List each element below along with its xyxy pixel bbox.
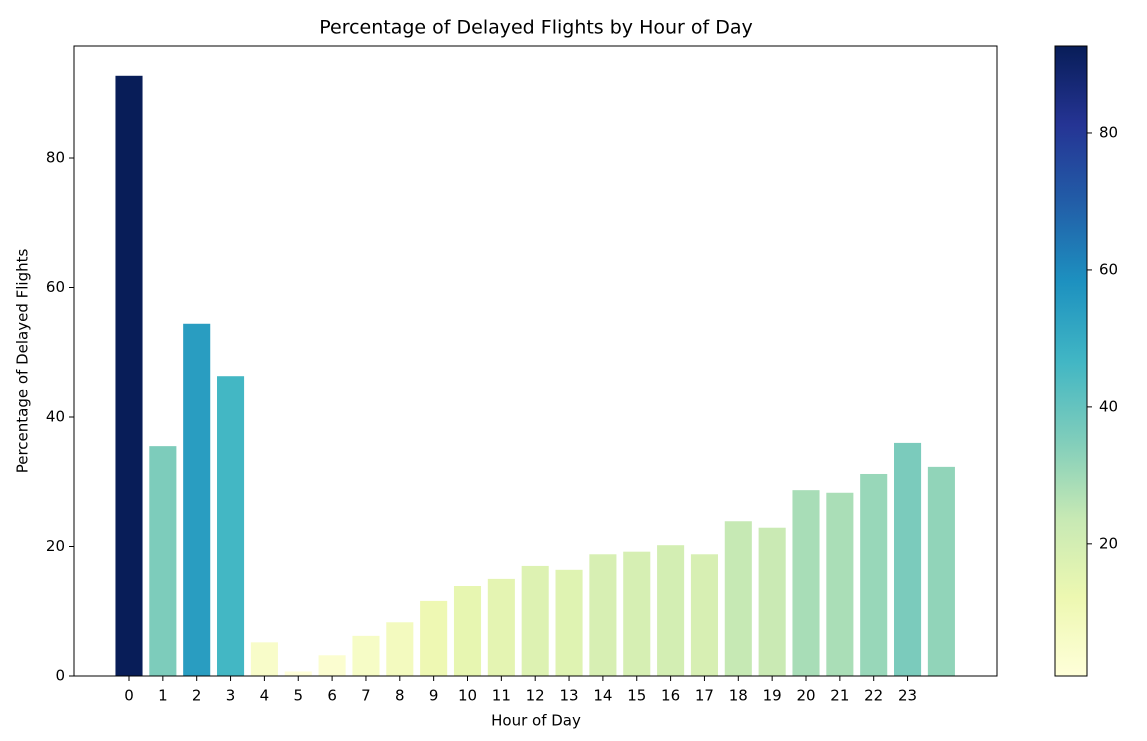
- colorbar-tick-label: 80: [1099, 123, 1118, 141]
- y-tick-label: 60: [46, 278, 65, 296]
- bar: [284, 671, 312, 676]
- x-tick-label: 5: [293, 687, 303, 705]
- x-tick-label: 16: [661, 687, 680, 705]
- bar: [453, 586, 482, 676]
- bar: [420, 600, 448, 676]
- y-tick-label: 20: [46, 537, 65, 555]
- x-tick-label: 18: [729, 687, 748, 705]
- bar: [690, 554, 718, 676]
- y-tick-label: 80: [46, 149, 65, 167]
- x-tick-label: 22: [864, 687, 883, 705]
- bar: [555, 569, 583, 676]
- x-tick-label: 19: [763, 687, 782, 705]
- x-tick-label: 17: [695, 687, 714, 705]
- bar: [386, 622, 414, 676]
- chart-title: Percentage of Delayed Flights by Hour of…: [319, 17, 753, 39]
- bar: [217, 376, 245, 676]
- bar: [521, 565, 549, 676]
- bar: [589, 554, 617, 676]
- bar: [250, 642, 278, 676]
- x-tick-label: 23: [898, 687, 917, 705]
- colorbar-tick-label: 60: [1099, 260, 1118, 278]
- x-tick-label: 20: [796, 687, 815, 705]
- plot-frame: [73, 45, 998, 677]
- bar: [657, 545, 685, 676]
- bar: [318, 655, 346, 676]
- y-tick-label: 0: [55, 667, 65, 685]
- bar: [149, 446, 177, 676]
- x-tick-label: 13: [560, 687, 579, 705]
- x-tick-label: 4: [260, 687, 270, 705]
- x-tick-label: 8: [395, 687, 405, 705]
- colorbar-tick-label: 40: [1099, 397, 1118, 415]
- x-tick-label: 11: [492, 687, 511, 705]
- bar: [860, 473, 888, 676]
- x-tick-label: 10: [458, 687, 477, 705]
- x-tick-label: 2: [192, 687, 202, 705]
- x-tick-label: 21: [830, 687, 849, 705]
- bar: [352, 635, 380, 676]
- bar: [927, 466, 955, 676]
- y-axis-label: Percentage of Delayed Flights: [14, 249, 32, 474]
- bar: [183, 323, 211, 676]
- bar: [724, 521, 752, 676]
- x-tick-label: 9: [429, 687, 439, 705]
- x-tick-label: 15: [627, 687, 646, 705]
- y-tick-label: 40: [46, 408, 65, 426]
- x-tick-label: 1: [158, 687, 168, 705]
- colorbar: [1054, 45, 1088, 677]
- x-tick-label: 6: [327, 687, 337, 705]
- bar: [826, 492, 854, 676]
- bar: [792, 490, 820, 676]
- bar: [623, 551, 651, 676]
- x-tick-label: 12: [526, 687, 545, 705]
- x-axis-label: Hour of Day: [491, 712, 581, 730]
- bar: [894, 442, 922, 676]
- bar: [758, 527, 786, 676]
- x-tick-label: 0: [124, 687, 134, 705]
- colorbar-tick-label: 20: [1099, 534, 1118, 552]
- bar: [115, 75, 143, 676]
- x-tick-label: 14: [593, 687, 612, 705]
- bar: [487, 578, 515, 676]
- x-tick-label: 3: [226, 687, 236, 705]
- x-tick-label: 7: [361, 687, 371, 705]
